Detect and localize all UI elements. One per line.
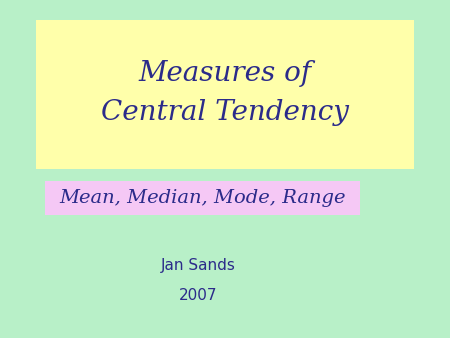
Text: 2007: 2007: [179, 288, 217, 303]
Text: Mean, Median, Mode, Range: Mean, Median, Mode, Range: [59, 189, 346, 207]
FancyBboxPatch shape: [36, 20, 414, 169]
Text: Measures of
Central Tendency: Measures of Central Tendency: [101, 59, 349, 126]
Text: Jan Sands: Jan Sands: [161, 258, 235, 273]
FancyBboxPatch shape: [45, 181, 360, 215]
